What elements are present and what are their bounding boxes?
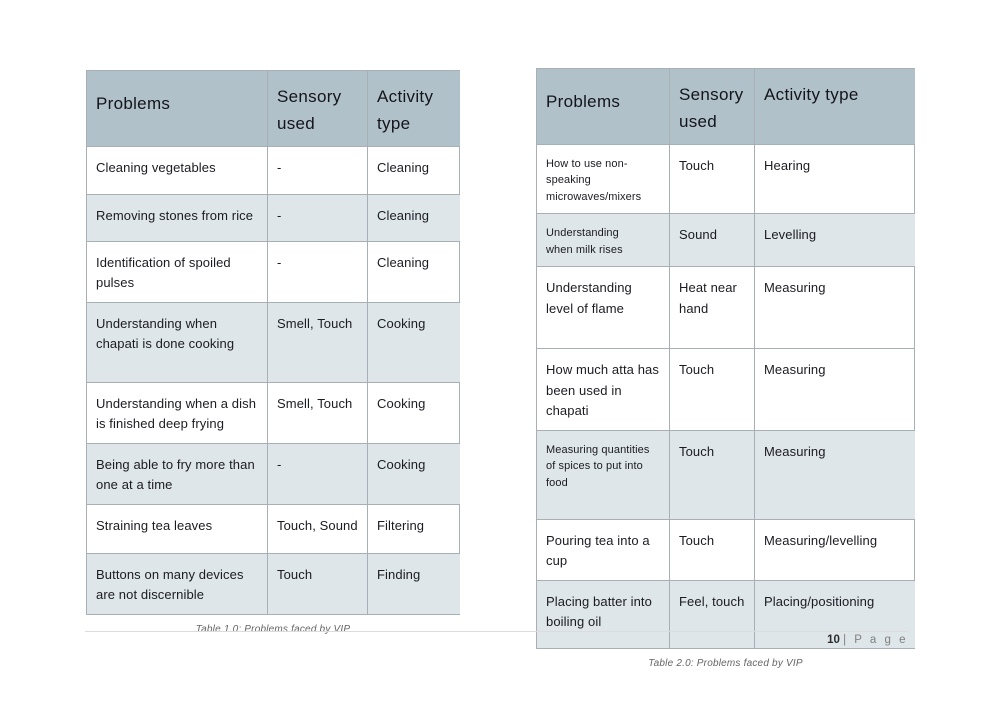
- table-cell: Finding: [368, 553, 460, 614]
- table-cell: Touch: [670, 144, 755, 215]
- table-cell: -: [268, 194, 368, 242]
- table-row: How to use non- speaking microwaves/mixe…: [537, 144, 915, 215]
- table-cell: Measuring: [755, 430, 915, 520]
- table-cell: Removing stones from rice: [87, 194, 268, 242]
- page-label: | P a g e: [843, 634, 908, 646]
- table-cell: Placing/positioning: [755, 580, 915, 648]
- table-cell: Touch, Sound: [268, 504, 368, 554]
- table-row: Understanding level of flame Heat near ha…: [537, 267, 915, 350]
- table-cell: Understanding when chapati is done cooki…: [87, 302, 268, 383]
- table-cell: Measuring quantities of spices to put in…: [537, 430, 670, 520]
- table-cell: Identification of spoiled pulses: [87, 241, 268, 303]
- table-cell: Feel, touch: [670, 580, 755, 648]
- table-cell: Pouring tea into a cup: [537, 519, 670, 581]
- table-cell: Sound: [670, 214, 755, 268]
- column-header: Problems: [87, 71, 268, 147]
- table-cell: Smell, Touch: [268, 382, 368, 444]
- table-cell: Straining tea leaves: [87, 504, 268, 554]
- column-header: Activity type: [368, 71, 460, 147]
- table-cell: Cleaning vegetables: [87, 146, 268, 195]
- table-row: Understanding when a dish is finished de…: [87, 382, 460, 444]
- table-cell: -: [268, 241, 368, 303]
- table-row: Placing batter into boiling oil Feel, tou…: [537, 580, 915, 648]
- page-number: 10: [827, 634, 840, 646]
- table-row: Problems Sensory used Activity type: [537, 69, 915, 145]
- table-cell: Measuring: [755, 349, 915, 431]
- table-cell: Cooking: [368, 302, 460, 383]
- table-cell: Touch: [670, 519, 755, 581]
- table-row: Identification of spoiled pulses - Cleanin…: [87, 241, 460, 303]
- table-row: Measuring quantities of spices to put in…: [537, 430, 915, 520]
- table-2: Problems Sensory used Activity type How to …: [536, 68, 915, 649]
- table-row: Removing stones from rice - Cleaning: [87, 194, 460, 242]
- table-row: How much atta has been used in chapati To…: [537, 349, 915, 431]
- problems-table-1: Problems Sensory used Activity type Cleanin…: [86, 70, 460, 635]
- table-1: Problems Sensory used Activity type Cleanin…: [86, 70, 460, 615]
- table-cell: Cleaning: [368, 194, 460, 242]
- column-header: Sensory used: [670, 69, 755, 145]
- table-cell: Placing batter into boiling oil: [537, 580, 670, 648]
- table-row: Straining tea leaves Touch, Sound Filterin…: [87, 504, 460, 554]
- table-row: Pouring tea into a cup Touch Measuring/lev…: [537, 519, 915, 581]
- table-cell: Touch: [670, 349, 755, 431]
- table-cell: Cleaning: [368, 242, 460, 303]
- table-cell: Cooking: [368, 383, 460, 444]
- table-cell: -: [268, 443, 368, 505]
- table-row: Being able to fry more than one at a tim…: [87, 443, 460, 505]
- column-header: Activity type: [755, 69, 915, 145]
- table-cell: -: [268, 146, 368, 195]
- table-cell: Cleaning: [368, 147, 460, 195]
- table-row: Understanding when milk rises Sound Levell…: [537, 214, 915, 268]
- table-row: Understanding when chapati is done cooki…: [87, 302, 460, 383]
- table-cell: Touch: [268, 553, 368, 614]
- table-row: Problems Sensory used Activity type: [87, 71, 460, 147]
- table-cell: Heat near hand: [670, 267, 755, 350]
- footer-divider: [85, 631, 908, 632]
- table-1-caption: Table 1.0: Problems faced by VIP: [195, 623, 351, 635]
- table-cell: Understanding level of flame: [537, 267, 670, 350]
- table-cell: How to use non- speaking microwaves/mixe…: [537, 144, 670, 215]
- table-row: Cleaning vegetables - Cleaning: [87, 146, 460, 195]
- table-cell: Understanding when a dish is finished de…: [87, 382, 268, 444]
- table-cell: Cooking: [368, 443, 460, 505]
- table-cell: How much atta has been used in chapati: [537, 349, 670, 431]
- column-header: Sensory used: [268, 71, 368, 147]
- table-cell: Being able to fry more than one at a tim…: [87, 443, 268, 505]
- table-cell: Filtering: [368, 505, 460, 554]
- table-cell: Levelling: [755, 214, 915, 268]
- table-cell: Smell, Touch: [268, 302, 368, 383]
- table-row: Buttons on many devices are not discerni…: [87, 553, 460, 614]
- table-2-caption: Table 2.0: Problems faced by VIP: [648, 657, 803, 669]
- column-header: Problems: [537, 69, 670, 145]
- table-cell: Measuring/levelling: [755, 520, 915, 581]
- problems-table-2: Problems Sensory used Activity type How to …: [536, 68, 915, 669]
- table-cell: Buttons on many devices are not discerni…: [87, 553, 268, 614]
- page-footer: 10 | P a g e: [85, 634, 908, 646]
- table-cell: Measuring: [755, 267, 915, 350]
- table-cell: Understanding when milk rises: [537, 214, 670, 268]
- table-cell: Hearing: [755, 145, 915, 215]
- table-cell: Touch: [670, 430, 755, 520]
